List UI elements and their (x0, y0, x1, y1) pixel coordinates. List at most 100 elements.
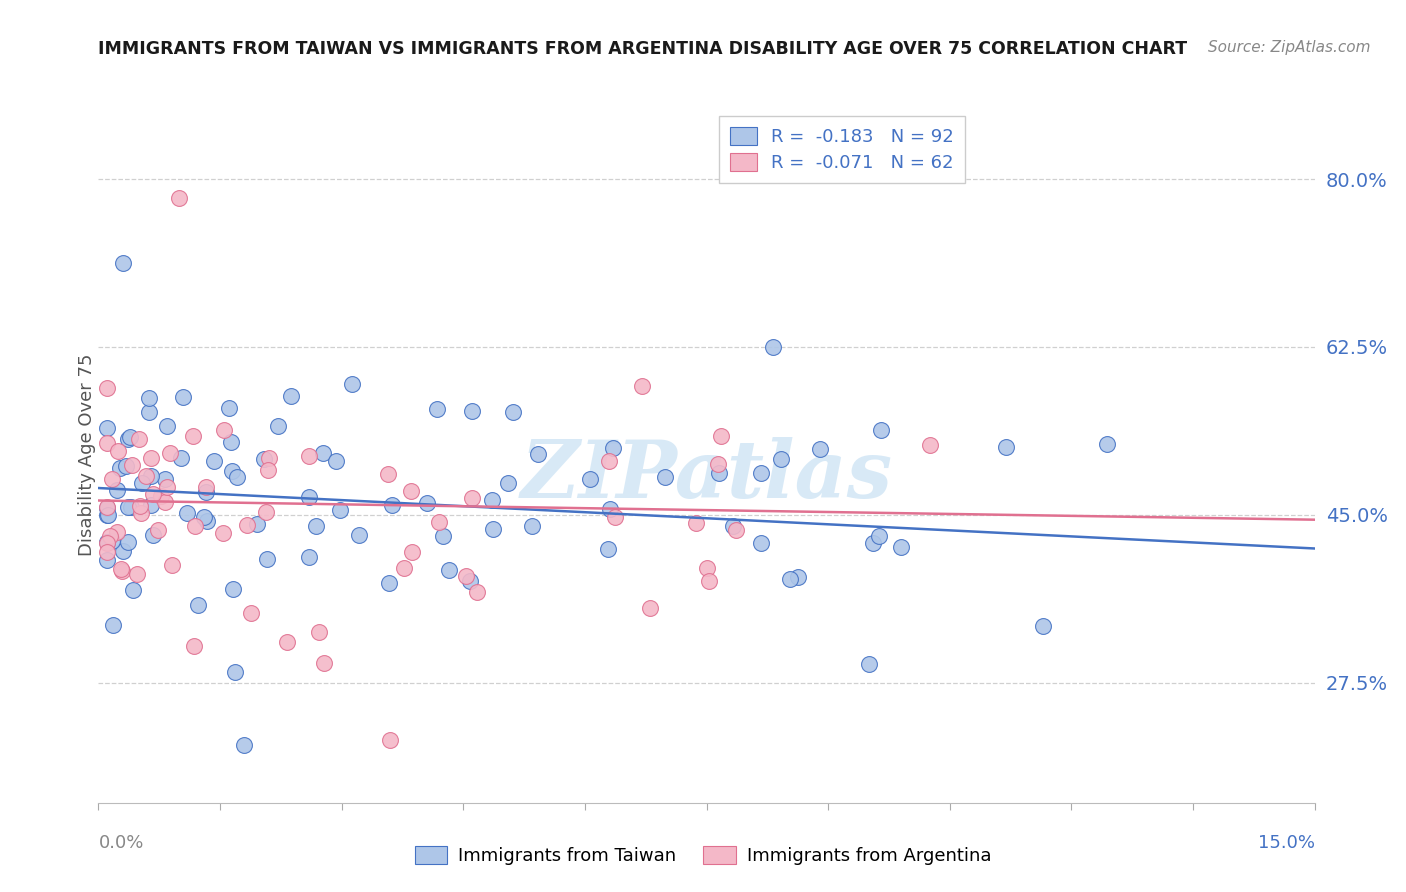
Point (432, 529, 454, 543)
Point (416, 496, 439, 510)
Point (401, 545, 423, 559)
Point (454, 569, 477, 583)
Point (172, 390, 194, 404)
Point (723, 519, 745, 533)
Point (305, 518, 328, 533)
Point (640, 601, 662, 615)
Point (233, 738, 256, 752)
Point (111, 564, 134, 578)
Point (308, 625, 330, 640)
Point (141, 450, 163, 465)
Point (103, 617, 125, 632)
Point (256, 551, 278, 566)
Point (994, 440, 1017, 454)
Point (195, 480, 218, 494)
Point (156, 480, 179, 494)
Point (224, 665, 246, 680)
Point (253, 452, 276, 467)
Point (112, 544, 135, 558)
Point (769, 451, 792, 466)
Point (96, 544, 118, 558)
Point (598, 541, 620, 556)
Point (149, 489, 172, 503)
Point (122, 582, 145, 597)
Point (101, 533, 124, 548)
Point (460, 574, 482, 589)
Text: 15.0%: 15.0% (1257, 834, 1315, 852)
Point (710, 429, 733, 443)
Point (121, 458, 143, 472)
Point (110, 460, 132, 475)
Point (297, 549, 319, 564)
Point (141, 469, 163, 483)
Text: IMMIGRANTS FROM TAIWAN VS IMMIGRANTS FROM ARGENTINA DISABILITY AGE OVER 75 CORRE: IMMIGRANTS FROM TAIWAN VS IMMIGRANTS FRO… (98, 40, 1188, 58)
Point (181, 429, 204, 443)
Point (810, 442, 832, 457)
Point (654, 470, 676, 484)
Point (862, 536, 884, 550)
Point (312, 656, 335, 670)
Point (96, 536, 118, 550)
Point (221, 435, 243, 450)
Point (212, 526, 235, 541)
Point (380, 733, 402, 747)
Point (138, 405, 160, 419)
Point (97, 508, 120, 522)
Point (96, 500, 118, 515)
Point (107, 444, 129, 458)
Point (920, 438, 942, 452)
Point (112, 255, 135, 269)
Point (114, 458, 136, 473)
Point (221, 464, 243, 478)
Point (107, 483, 129, 497)
Point (749, 536, 772, 550)
Point (526, 447, 548, 461)
Point (105, 524, 128, 539)
Point (394, 561, 416, 575)
Point (169, 191, 191, 205)
Point (427, 515, 450, 529)
Point (496, 475, 519, 490)
Point (117, 500, 139, 514)
Point (598, 454, 620, 468)
Point (276, 635, 298, 649)
Point (779, 573, 801, 587)
Point (256, 463, 278, 477)
Point (482, 522, 505, 536)
Point (465, 584, 488, 599)
Point (697, 574, 720, 588)
Legend: Immigrants from Taiwan, Immigrants from Argentina: Immigrants from Taiwan, Immigrants from … (406, 837, 1000, 874)
Point (579, 472, 602, 486)
Point (522, 519, 544, 533)
Point (183, 639, 205, 653)
Text: 0.0%: 0.0% (98, 834, 143, 852)
Point (202, 454, 225, 468)
Point (183, 518, 205, 533)
Point (160, 558, 183, 573)
Point (630, 379, 652, 393)
Point (153, 472, 176, 486)
Point (195, 515, 218, 529)
Point (142, 487, 165, 501)
Point (225, 469, 247, 483)
Point (868, 529, 890, 543)
Point (96, 420, 118, 434)
Point (1032, 618, 1054, 632)
Point (96, 508, 118, 523)
Point (141, 498, 163, 512)
Point (312, 445, 335, 459)
Point (502, 404, 524, 418)
Point (481, 492, 503, 507)
Point (381, 498, 404, 512)
Point (240, 606, 263, 620)
Point (176, 506, 198, 520)
Point (96, 535, 118, 549)
Point (170, 450, 193, 465)
Point (110, 562, 132, 576)
Text: ZIPatlas: ZIPatlas (520, 437, 893, 515)
Point (706, 457, 728, 471)
Point (426, 402, 449, 417)
Point (254, 505, 277, 519)
Point (155, 495, 177, 509)
Point (460, 404, 482, 418)
